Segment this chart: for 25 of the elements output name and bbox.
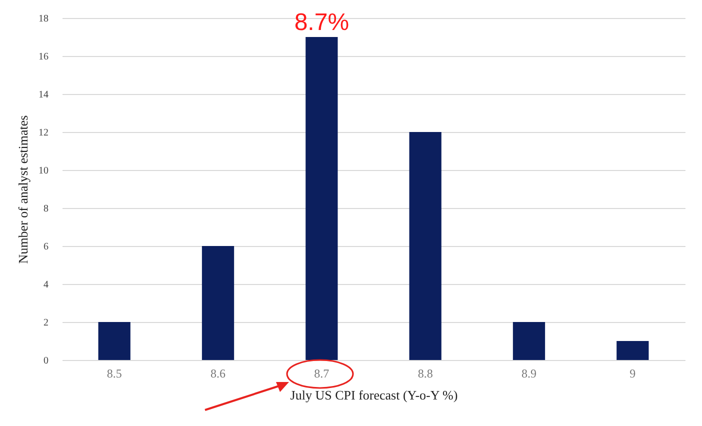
bar	[202, 246, 234, 360]
annotation: 8.7%	[294, 9, 350, 36]
x-tick-label: 8.6	[210, 366, 226, 380]
y-axis-title: Number of analyst estimates	[16, 115, 30, 264]
bar	[512, 322, 546, 360]
y-tick-label: 4	[44, 280, 48, 290]
bar	[616, 341, 649, 360]
y-tick-label: 16	[38, 52, 48, 62]
y-tick-label: 12	[38, 128, 48, 138]
y-tick-label: 0	[44, 356, 48, 366]
x-tick-label: 8.9	[521, 366, 536, 380]
x-tick-label: 8.7	[314, 366, 330, 380]
y-tick-label: 2	[44, 318, 48, 328]
bar	[306, 37, 338, 360]
bar	[98, 322, 130, 360]
y-tick-label: 18	[38, 14, 48, 24]
y-tick-label: 6	[44, 242, 48, 252]
x-tick-label: 8.8	[418, 366, 433, 380]
y-tick-label: 14	[38, 90, 48, 100]
bar	[409, 132, 442, 360]
x-axis-title: July US CPI forecast (Y-o-Y %)	[290, 388, 458, 402]
x-tick-label: 8.5	[106, 366, 122, 380]
x-tick-label: 9	[630, 366, 636, 380]
y-tick-label: 10	[38, 166, 48, 176]
y-tick-label: 8	[44, 204, 48, 214]
